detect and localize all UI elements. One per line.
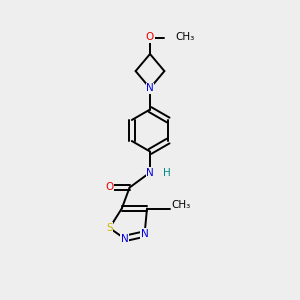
Text: CH₃: CH₃ — [175, 32, 194, 43]
Text: O: O — [146, 32, 154, 43]
Text: O: O — [105, 182, 114, 193]
Text: H: H — [164, 167, 171, 178]
Text: CH₃: CH₃ — [172, 200, 191, 210]
Text: S: S — [106, 223, 113, 233]
Text: N: N — [146, 167, 154, 178]
Text: N: N — [141, 229, 148, 239]
Text: N: N — [146, 83, 154, 93]
Text: N: N — [121, 233, 128, 244]
